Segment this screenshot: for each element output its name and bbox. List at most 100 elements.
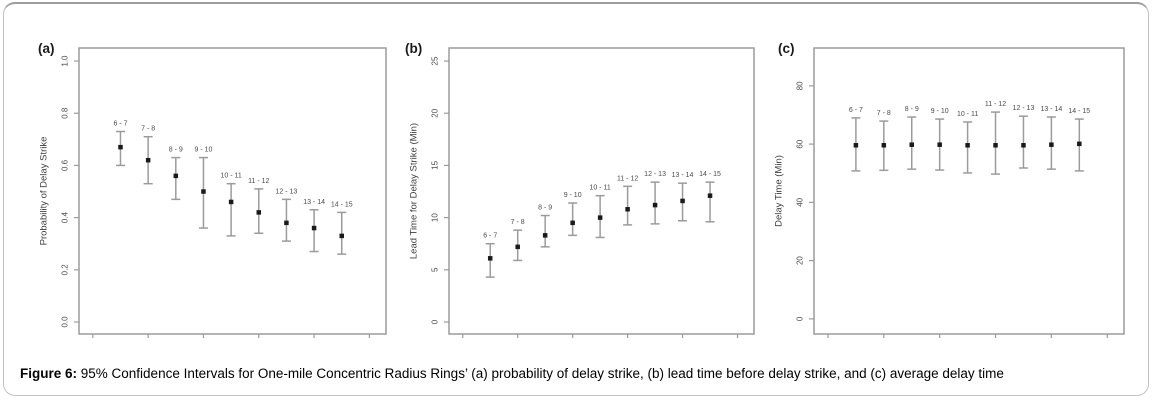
panel-b-y-tick-label: 25 [431, 56, 440, 65]
panel-b-point-8: 14 - 15 [699, 171, 721, 223]
point-marker [965, 143, 970, 148]
panel-a-label: (a) [38, 41, 55, 56]
ring-label: 8 - 9 [169, 147, 183, 154]
point-marker [173, 173, 179, 179]
ring-label: 12 - 13 [644, 171, 666, 178]
ring-label: 14 - 15 [1068, 108, 1090, 115]
panel-a-point-3: 9 - 10 [195, 147, 213, 229]
panel-a-point-7: 13 - 14 [303, 199, 325, 253]
point-marker [707, 193, 713, 198]
panel-b-y-tick-label: 5 [431, 267, 440, 272]
panel-b-point-6: 12 - 13 [644, 171, 666, 225]
panel-c-point-7: 13 - 14 [1040, 106, 1062, 170]
panel-b-point-1: 7 - 8 [511, 219, 525, 262]
point-marker [993, 143, 998, 148]
panel-c-point-4: 10 - 11 [957, 111, 978, 174]
panel-b-point-5: 11 - 12 [617, 175, 638, 226]
panel-a-point-2: 8 - 9 [169, 147, 183, 201]
ring-label: 10 - 11 [220, 173, 241, 180]
ring-label: 13 - 14 [1040, 106, 1062, 113]
ring-label: 11 - 12 [617, 175, 638, 182]
figure-caption-label: Figure 6: [20, 366, 78, 381]
point-marker [652, 202, 658, 208]
ring-label: 12 - 13 [1013, 105, 1035, 112]
panel-b-point-2: 8 - 9 [538, 205, 552, 248]
panel-a-point-5: 11 - 12 [248, 178, 270, 235]
panel-b: (b) 0 5 10 15 20 25 Lead Time for Delay Strike … [405, 41, 755, 338]
ring-label: 11 - 12 [985, 101, 1006, 108]
panel-c-y-tick-label: 80 [796, 81, 805, 90]
point-marker [570, 220, 575, 226]
panel-a-y-tick-label: 0.4 [61, 212, 70, 224]
point-marker [625, 207, 630, 212]
point-marker [597, 215, 603, 220]
panel-a-y-tick-label: 0.6 [61, 159, 70, 171]
panel-b-label: (b) [405, 41, 422, 56]
point-marker [339, 233, 344, 239]
panel-b-plot-box [448, 47, 755, 335]
point-marker [909, 142, 914, 147]
point-marker [118, 144, 123, 150]
ring-label: 6 - 7 [483, 233, 497, 240]
figure-caption: Figure 6: 95% Confidence Intervals for O… [20, 365, 1134, 382]
panel-a-y-tick-label: 0.2 [61, 264, 70, 276]
panel-a-y-axis-title: Probability of Delay Strike [39, 137, 50, 246]
ring-label: 7 - 8 [141, 126, 155, 133]
point-marker [487, 256, 493, 261]
point-marker [145, 157, 151, 163]
panel-a-point-4: 10 - 11 [220, 173, 242, 237]
panel-c-point-0: 6 - 7 [849, 107, 863, 172]
panel-c-y-tick-label: 0 [796, 316, 805, 321]
panel-c-point-1: 7 - 8 [877, 110, 891, 172]
panel-c: (c) 0 20 40 60 80 Delay Time (Min) 6 - 7 7 - 8 8 … [774, 41, 1125, 338]
panel-b-point-4: 10 - 11 [589, 185, 611, 239]
panel-b-point-7: 13 - 14 [672, 172, 694, 222]
point-marker [1077, 141, 1082, 147]
panel-c-y-axis-title: Delay Time (Min) [774, 155, 785, 227]
panel-b-y-tick-label: 0 [431, 319, 440, 324]
panel-b-y-tick-label: 10 [431, 213, 440, 222]
point-marker [1021, 143, 1026, 148]
point-marker [311, 225, 317, 231]
point-marker [853, 143, 859, 148]
ring-label: 14 - 15 [331, 201, 353, 208]
panel-c-point-3: 9 - 10 [931, 108, 949, 171]
panel-a: (a) 0.0 0.2 0.4 0.6 0.8 1.0 Probability of Dela… [38, 41, 387, 338]
panel-c-y-tick-label: 20 [796, 256, 805, 265]
ring-label: 13 - 14 [303, 199, 325, 206]
panel-a-plot-box [78, 47, 387, 335]
panel-c-point-5: 11 - 12 [985, 101, 1006, 175]
ring-label: 8 - 9 [538, 205, 552, 212]
ring-label: 14 - 15 [699, 171, 721, 178]
panel-c-plot-box [813, 47, 1125, 335]
panel-b-point-3: 9 - 10 [564, 192, 582, 237]
point-marker [881, 143, 887, 148]
panel-b-y-axis-title: Lead Time for Delay Strike (Min) [409, 123, 420, 259]
point-marker [937, 142, 942, 147]
panel-c-y-tick-label: 40 [796, 197, 805, 206]
ring-label: 11 - 12 [248, 178, 269, 185]
point-marker [680, 198, 685, 204]
ring-label: 9 - 10 [564, 192, 582, 199]
ring-label: 13 - 14 [672, 172, 694, 179]
ring-label: 9 - 10 [931, 108, 949, 115]
panel-c-label: (c) [778, 41, 795, 56]
panel-b-point-0: 6 - 7 [483, 233, 497, 278]
panel-c-point-6: 12 - 13 [1013, 105, 1035, 169]
panel-c-point-2: 8 - 9 [905, 106, 919, 170]
point-marker [284, 220, 289, 226]
panel-a-point-1: 7 - 8 [141, 126, 155, 185]
ring-label: 12 - 13 [276, 188, 298, 195]
panel-a-y-tick-label: 0.0 [61, 316, 70, 328]
ring-label: 9 - 10 [195, 147, 213, 154]
point-marker [201, 189, 206, 194]
figure-caption-text: 95% Confidence Intervals for One-mile Co… [77, 366, 1004, 381]
point-marker [1049, 142, 1054, 147]
ring-label: 7 - 8 [877, 110, 891, 117]
point-marker [228, 199, 234, 205]
panel-a-point-8: 14 - 15 [331, 201, 353, 255]
panel-b-y-tick-label: 15 [431, 160, 440, 169]
panel-c-point-8: 14 - 15 [1068, 108, 1090, 172]
panel-a-y-tick-label: 0.8 [61, 107, 70, 119]
